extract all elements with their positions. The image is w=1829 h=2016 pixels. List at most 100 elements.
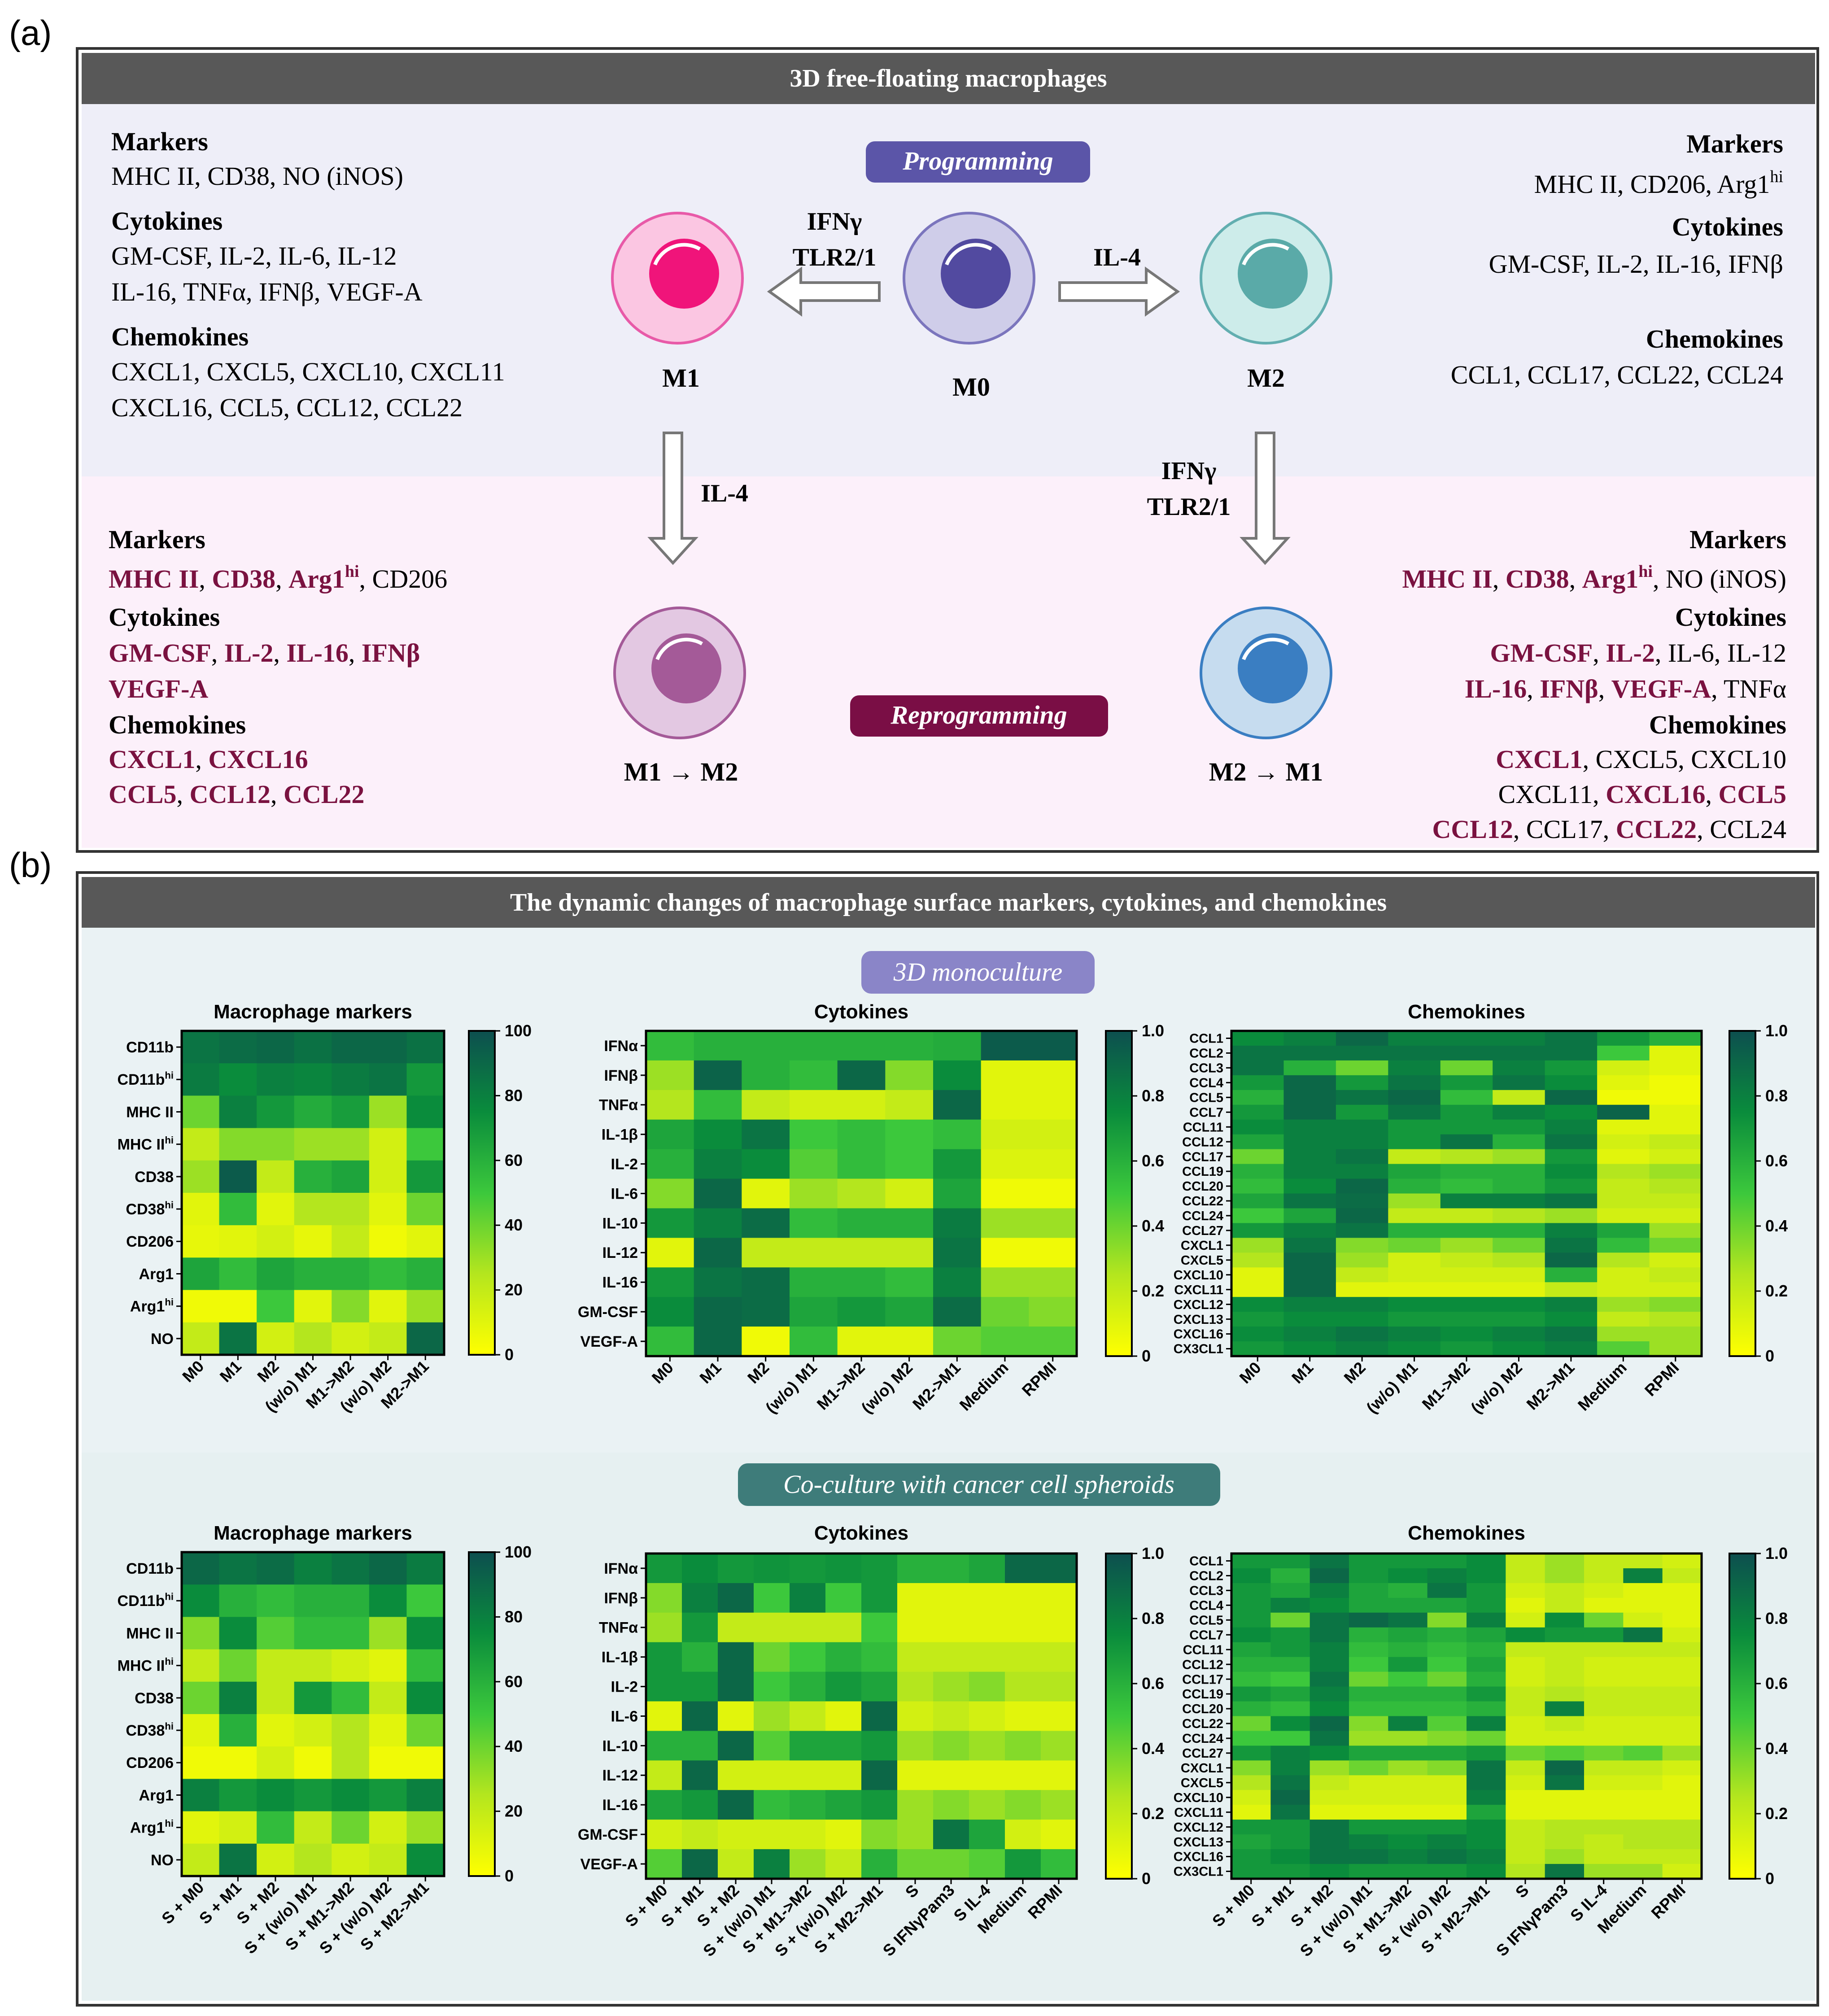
heatmap-cell <box>1662 1731 1702 1746</box>
row-label: IL-1β <box>602 1126 638 1143</box>
heatmap-cell <box>257 1193 295 1226</box>
colorbar-tick-label: 0.8 <box>1765 1087 1788 1105</box>
heatmap-cell <box>861 1612 898 1643</box>
heatmap-cell <box>1310 1790 1349 1805</box>
heatmap-cell <box>1388 1223 1441 1238</box>
heatmap-cell <box>1493 1149 1545 1165</box>
row-label: CXCL5 <box>1181 1776 1223 1790</box>
heatmap-cell <box>257 1779 295 1812</box>
heatmap-cell <box>981 1090 1029 1120</box>
heatmap-cell <box>1231 1790 1271 1805</box>
row-label: CXCL16 <box>1174 1850 1223 1864</box>
heatmap-cell <box>1584 1657 1624 1672</box>
heatmap-cell <box>897 1790 934 1820</box>
colorbar-tick-label: 60 <box>505 1672 523 1691</box>
heatmap-cell <box>790 1267 838 1297</box>
colorbar-tick-label: 80 <box>505 1086 523 1104</box>
heatmap-cell <box>1440 1164 1493 1179</box>
heatmap-cell <box>1545 1627 1585 1643</box>
heatmap-cell <box>1545 1193 1598 1209</box>
heatmap-cell <box>1440 1312 1493 1327</box>
heatmap-cell <box>257 1322 295 1355</box>
row-label: CCL20 <box>1182 1702 1223 1716</box>
heatmap-cell <box>969 1671 1005 1702</box>
heatmap-cell <box>257 1257 295 1291</box>
heatmap-cell <box>1270 1642 1310 1658</box>
heatmap-cell <box>1388 1341 1441 1357</box>
heatmap-cell <box>1506 1701 1545 1717</box>
heatmap-cell <box>332 1584 370 1617</box>
heatmap-cell <box>1427 1553 1467 1569</box>
row-label: MHC IIhi <box>118 1135 174 1153</box>
row-label: GM-CSF <box>578 1304 638 1321</box>
heatmap-cell <box>1506 1834 1545 1850</box>
heatmap-cell <box>1649 1193 1702 1209</box>
heatmap-cell <box>790 1031 838 1061</box>
heatmap-cell <box>1283 1267 1336 1283</box>
heatmap-cell <box>1388 1820 1428 1835</box>
heatmap-cell <box>1336 1075 1388 1091</box>
heatmap-cell <box>219 1681 257 1715</box>
heatmap-cell <box>718 1849 754 1879</box>
colorbar-tick-label: 1.0 <box>1142 1021 1164 1040</box>
heatmap-cell <box>1662 1583 1702 1598</box>
heatmap-cell <box>1467 1731 1506 1746</box>
heatmap-2: Cytokines IFNα IFNβ TNFα IL-1β IL-2 IL-6 IL-10 I… <box>578 1001 1164 1417</box>
heatmap-cell <box>1545 1731 1585 1746</box>
heatmap-cell <box>790 1149 838 1179</box>
heatmap-cell <box>1427 1849 1467 1864</box>
heatmap-cell <box>406 1617 445 1650</box>
heatmap-cell <box>1662 1805 1702 1820</box>
heatmap-cell <box>406 1290 445 1323</box>
heatmap-cell <box>1662 1612 1702 1628</box>
heatmap-cell <box>885 1327 934 1357</box>
heatmap-cell <box>1623 1686 1663 1702</box>
heatmap-cell <box>969 1760 1005 1790</box>
coculture-pill <box>738 1463 1220 1506</box>
cell-m2-label: M2 <box>1247 363 1285 393</box>
heatmap-cell <box>182 1290 220 1323</box>
heatmap-cell <box>718 1760 754 1790</box>
heatmap-cell <box>294 1779 332 1812</box>
heatmap-cell <box>1506 1864 1545 1879</box>
heatmap-cell <box>981 1178 1029 1209</box>
heatmap-cell <box>1005 1849 1041 1879</box>
heatmap-cell <box>1029 1327 1077 1357</box>
heatmap-cell <box>406 1063 445 1096</box>
heatmap-cell <box>682 1790 718 1820</box>
heatmap-cell <box>1597 1031 1650 1046</box>
heatmap-cell <box>742 1119 790 1150</box>
heatmap-cell <box>1310 1657 1349 1672</box>
heatmap-cell <box>754 1701 790 1732</box>
heatmap-cell <box>825 1583 862 1613</box>
heatmap-cell <box>1597 1252 1650 1268</box>
m1m2-cytokines-heading: Cytokines <box>109 602 220 632</box>
heatmap-cell <box>1310 1834 1349 1850</box>
row-label: CX3CL1 <box>1174 1865 1223 1879</box>
heatmap-cell <box>1270 1657 1310 1672</box>
heatmap-cell <box>825 1849 862 1879</box>
heatmap-cell <box>1231 1208 1284 1224</box>
heatmap-cell <box>257 1128 295 1161</box>
heatmap-cell <box>1597 1104 1650 1120</box>
row-label: IL-10 <box>602 1737 638 1754</box>
row-label: CCL4 <box>1189 1076 1223 1090</box>
heatmap-cell <box>646 1060 694 1091</box>
heatmap-cell <box>1440 1223 1493 1238</box>
heatmap-cell <box>1649 1178 1702 1194</box>
m2m1-cytokines-line1: GM-CSF, IL-2, IL-6, IL-12 <box>1490 638 1786 668</box>
heatmap-cell <box>790 1790 826 1820</box>
heatmap-cell <box>1506 1657 1545 1672</box>
heatmap-cell <box>1388 1045 1441 1061</box>
row-label: CCL22 <box>1182 1717 1223 1731</box>
row-label: IL-2 <box>611 1678 638 1695</box>
heatmap-cell <box>1545 1134 1598 1150</box>
heatmap-cell <box>1506 1790 1545 1805</box>
heatmap-cell <box>219 1257 257 1291</box>
heatmap-cell <box>897 1612 934 1643</box>
heatmap-cell <box>294 1681 332 1715</box>
monoculture-label: 3D monoculture <box>893 957 1062 986</box>
heatmap-cell <box>1388 1297 1441 1312</box>
heatmap-cell <box>1029 1208 1077 1238</box>
heatmap-cell <box>1388 1627 1428 1643</box>
